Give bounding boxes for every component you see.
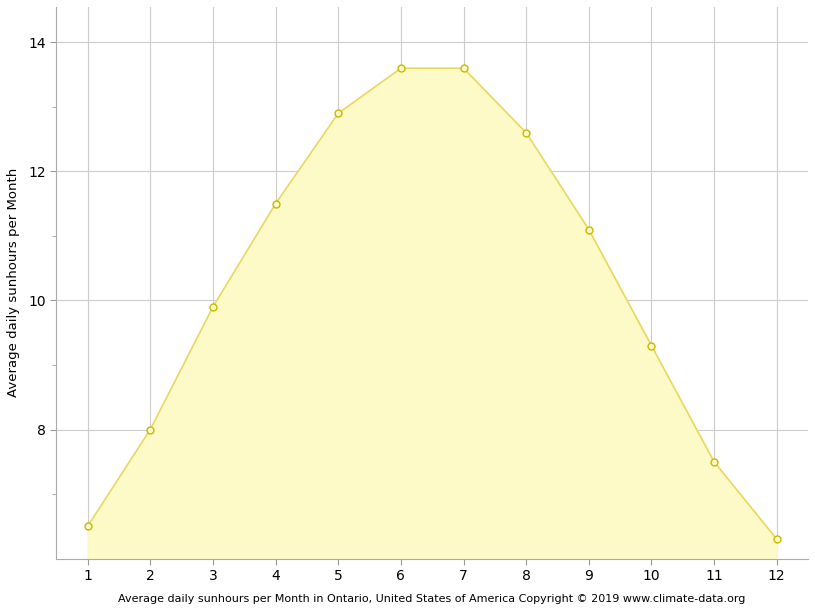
X-axis label: Average daily sunhours per Month in Ontario, United States of America Copyright : Average daily sunhours per Month in Onta… [118, 594, 746, 604]
Y-axis label: Average daily sunhours per Month: Average daily sunhours per Month [7, 168, 20, 397]
